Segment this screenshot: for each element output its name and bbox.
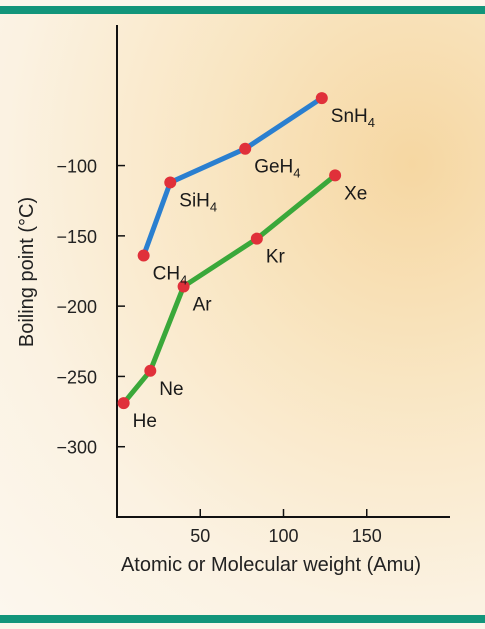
y-tick-label: −200 (56, 297, 97, 317)
data-point-marker (164, 176, 177, 189)
y-axis-title: Boiling point (°C) (16, 197, 38, 347)
series-line (141, 95, 325, 259)
data-point-label-text: CH (153, 264, 180, 285)
y-tick-label: −300 (56, 438, 97, 458)
data-point-marker (250, 232, 263, 245)
data-point-marker (144, 364, 157, 377)
data-point-label-text: Xe (344, 183, 367, 204)
axis-tick-labels: 50 100 150 −100 −150 −200 −250 −300 (56, 157, 381, 546)
data-point-label: SiH4 (179, 190, 217, 214)
top-border-band (0, 6, 485, 14)
data-point-label-subscript: 4 (180, 273, 187, 288)
figure-background (0, 14, 485, 615)
data-point-marker (177, 280, 190, 293)
data-point-label: GeH4 (254, 157, 300, 181)
y-tick-label: −150 (56, 227, 97, 247)
data-point-label: Ar (193, 294, 213, 315)
data-point-marker (117, 397, 130, 410)
x-axis-title: Atomic or Molecular weight (Amu) (121, 554, 421, 576)
y-tick-label: −100 (56, 157, 97, 177)
x-tick-label: 50 (190, 526, 210, 546)
data-point-label-subscript: 4 (210, 199, 217, 214)
y-tick-label: −250 (56, 367, 97, 387)
data-point-marker (329, 169, 342, 182)
data-point-label-text: GeH (254, 157, 293, 178)
data-point-label: Xe (344, 183, 367, 204)
data-point-label: SnH4 (331, 106, 375, 130)
x-tick-label: 150 (352, 526, 382, 546)
data-markers (117, 92, 342, 410)
data-point-label: He (133, 411, 157, 432)
data-point-label: Kr (266, 247, 286, 268)
data-point-marker (137, 249, 150, 262)
data-point-label-text: Ar (193, 294, 213, 315)
data-point-label-text: SnH (331, 106, 368, 127)
data-point-label-text: Ne (159, 379, 183, 400)
data-point-label-text: He (133, 411, 157, 432)
data-point-marker (315, 92, 328, 105)
data-point-label-text: SiH (179, 190, 210, 211)
x-tick-label: 100 (268, 526, 298, 546)
data-point-label-text: Kr (266, 247, 286, 268)
data-point-label-subscript: 4 (293, 166, 300, 181)
data-point-label-subscript: 4 (368, 115, 375, 130)
data-point-label: CH4 (153, 264, 188, 288)
axis-ticks (117, 164, 368, 517)
series-lines (121, 95, 338, 406)
bottom-border-band (0, 615, 485, 623)
data-point-marker (239, 142, 252, 155)
data-point-label: Ne (159, 379, 183, 400)
